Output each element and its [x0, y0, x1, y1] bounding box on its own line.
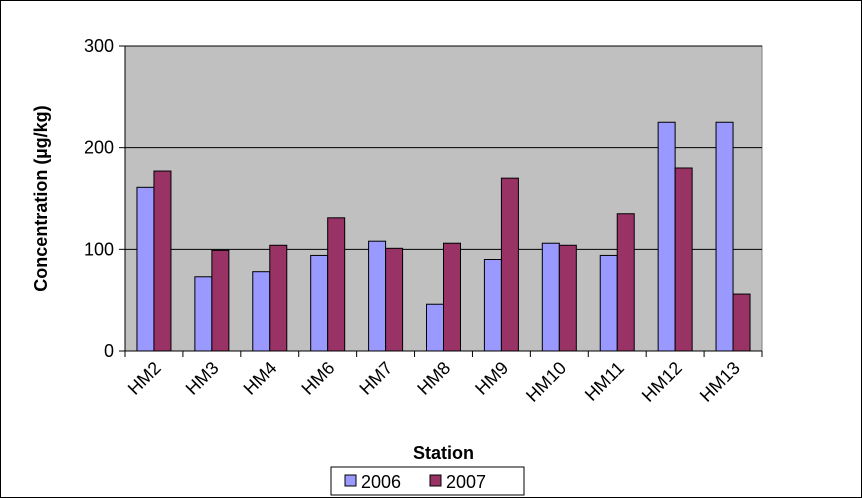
bar-2007-HM8 [443, 242, 461, 352]
bar-2006-HM6 [310, 254, 329, 352]
bar-2006-HM13 [715, 121, 734, 352]
bar-2006-HM10 [541, 242, 560, 352]
bar-2006-HM2 [136, 186, 155, 352]
bar-2006-HM4 [252, 271, 271, 352]
bar-2006-HM11 [599, 254, 618, 352]
bar-2007-HM6 [327, 217, 346, 352]
x-axis-title: Station [413, 443, 474, 463]
bar-2007-HM11 [616, 213, 635, 352]
legend-box [330, 466, 525, 496]
bar-2007-HM7 [385, 247, 404, 352]
legend-label-2006: 2006 [361, 472, 401, 492]
legend-label-2007: 2007 [446, 472, 486, 492]
bar-2007-HM2 [153, 170, 172, 352]
y-axis-title: Concentration (µg/kg) [31, 105, 51, 291]
axes [119, 45, 763, 357]
legend-swatch-2006 [344, 474, 357, 487]
y-tick-label: 0 [104, 341, 114, 361]
y-tick-labels: 0 100 200 300 [84, 36, 114, 361]
legend: 2006 2007 [330, 466, 525, 496]
bar-2006-HM9 [483, 259, 502, 352]
bar-2006-HM7 [368, 240, 387, 352]
bar-2007-HM12 [674, 167, 693, 352]
y-tick-label: 300 [84, 36, 114, 56]
bar-2007-HM4 [269, 244, 288, 352]
y-tick-label: 100 [84, 239, 114, 259]
bar-2007-HM13 [732, 293, 751, 352]
y-tick-label: 200 [84, 138, 114, 158]
bar-2007-HM3 [211, 249, 230, 352]
bar-2006-HM3 [194, 276, 213, 352]
bar-2007-HM10 [558, 244, 577, 352]
bar-2007-HM9 [500, 177, 519, 352]
bar-2006-HM12 [657, 121, 676, 352]
legend-swatch-2007 [429, 474, 442, 487]
bar-2006-HM8 [426, 303, 444, 352]
